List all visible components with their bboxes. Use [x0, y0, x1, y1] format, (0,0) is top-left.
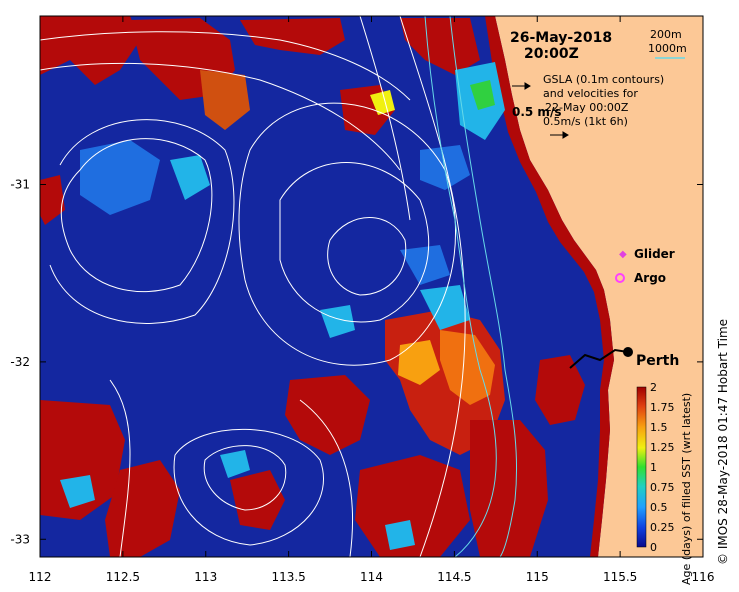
gsla-contour	[109, 379, 131, 557]
colorbar-tick-label: 2	[650, 381, 657, 394]
sst-patch	[80, 140, 160, 215]
colorbar-tick-label: 1.75	[650, 401, 675, 414]
longitude-tick-label: 115.5	[603, 570, 637, 584]
argo-symbol	[615, 273, 625, 283]
colorbar-tick-label: 1.25	[650, 441, 675, 454]
longitude-labels: 112 112.5 113 113.5 114 114.5 115 115.5 116	[29, 570, 715, 584]
gsla-contour	[279, 162, 430, 323]
longitude-tick-label: 114	[360, 570, 383, 584]
axis-ticks	[39, 16, 704, 557]
latitude-tick-label: -31	[10, 178, 30, 192]
gsla-line-1: GSLA (0.1m contours)	[543, 73, 664, 86]
gsla-contour	[173, 428, 324, 546]
gsla-contour	[40, 31, 411, 101]
sst-patch	[355, 455, 470, 557]
sst-patch	[470, 80, 495, 110]
sst-patch	[385, 520, 415, 550]
sst-patch	[170, 155, 210, 200]
colorbar-labels: 2 1.75 1.5 1.25 1 0.75 0.5 0.25 0	[650, 381, 675, 554]
gsla-line-3: 22-May 00:00Z	[545, 101, 629, 114]
perth-dot	[623, 347, 633, 357]
sst-patch	[398, 340, 440, 385]
sst-patch	[535, 355, 585, 425]
colorbar-tick-label: 0	[650, 541, 657, 554]
longitude-tick-label: 112.5	[106, 570, 140, 584]
velocity-arrow-head	[562, 131, 569, 139]
velocity-scale-label: 0.5 m/s	[512, 105, 561, 119]
gsla-contour	[60, 138, 213, 292]
longitude-tick-label: 113.5	[271, 570, 305, 584]
gsla-contour	[238, 102, 456, 366]
scale-label: 0.5m/s (1kt 6h)	[543, 115, 628, 128]
map-time: 20:00Z	[524, 46, 579, 62]
longitude-tick-label: 112	[29, 570, 52, 584]
gsla-contour	[359, 16, 411, 221]
longitude-tick-label: 113	[194, 570, 217, 584]
sst-patch	[370, 90, 395, 115]
colorbar-title: Age (days) of filled SST (wrt latest)	[680, 392, 693, 585]
velocity-arrows	[512, 82, 569, 139]
colorbar-tick-label: 0.25	[650, 521, 675, 534]
isobaths	[424, 16, 518, 557]
colorbar-tick-label: 0.5	[650, 501, 668, 514]
gsla-contour	[327, 217, 407, 296]
isobath-200m	[449, 16, 518, 557]
sst-patch	[240, 18, 345, 55]
latitude-tick-label: -32	[10, 355, 30, 369]
sst-patch	[200, 70, 250, 130]
colorbar-tick-label: 0.75	[650, 481, 675, 494]
sst-patch	[230, 470, 285, 530]
velocity-arrow-head	[524, 82, 531, 90]
gsla-contour	[49, 119, 235, 324]
argo-label: Argo	[634, 271, 666, 285]
sst-patch	[420, 285, 470, 330]
credit-text: © IMOS 28-May-2018 01:47 Hobart Time	[716, 318, 730, 565]
colorbar-tick-label: 1.5	[650, 421, 668, 434]
sst-patch	[470, 420, 548, 557]
gsla-line-2: and velocities for	[543, 87, 638, 100]
sst-patch	[220, 450, 250, 478]
sst-patch	[320, 305, 355, 338]
colorbar-scale	[636, 386, 647, 548]
map-date: 26-May-2018	[510, 30, 612, 46]
land-area	[495, 16, 703, 557]
colorbar-tick-label: 1	[650, 461, 657, 474]
latitude-labels: -31 -32 -33	[10, 178, 30, 547]
gsla-contours	[40, 16, 466, 557]
map-panel: ◆	[40, 16, 703, 557]
sst-patch	[400, 18, 480, 75]
isobath-1000m	[424, 16, 497, 557]
perth-label: Perth	[636, 353, 679, 369]
sst-patch	[40, 400, 125, 520]
recent-sst-patches	[60, 62, 505, 550]
gsla-contour	[203, 445, 287, 511]
depth-1000-label: 1000m	[648, 42, 687, 55]
longitude-tick-label: 116	[692, 570, 715, 584]
depth-200-label: 200m	[650, 28, 682, 41]
longitude-tick-label: 115	[526, 570, 549, 584]
sst-patch	[440, 330, 495, 405]
perth-marker	[569, 347, 633, 369]
sst-patch	[40, 175, 65, 225]
colorbar: 2 1.75 1.5 1.25 1 0.75 0.5 0.25 0	[636, 381, 675, 554]
gsla-contour	[299, 399, 353, 557]
perth-road	[569, 348, 629, 369]
sst-patch	[60, 475, 95, 508]
latitude-tick-label: -33	[10, 532, 30, 546]
sst-patch	[400, 245, 450, 285]
coastal-sst-band	[485, 16, 614, 557]
glider-symbol: ◆	[619, 249, 627, 260]
gsla-contour	[40, 62, 401, 171]
glider-label: Glider	[634, 247, 675, 261]
sst-patch	[285, 375, 370, 455]
longitude-tick-label: 114.5	[437, 570, 471, 584]
gsla-contour	[399, 16, 466, 557]
sst-patch	[105, 460, 180, 557]
